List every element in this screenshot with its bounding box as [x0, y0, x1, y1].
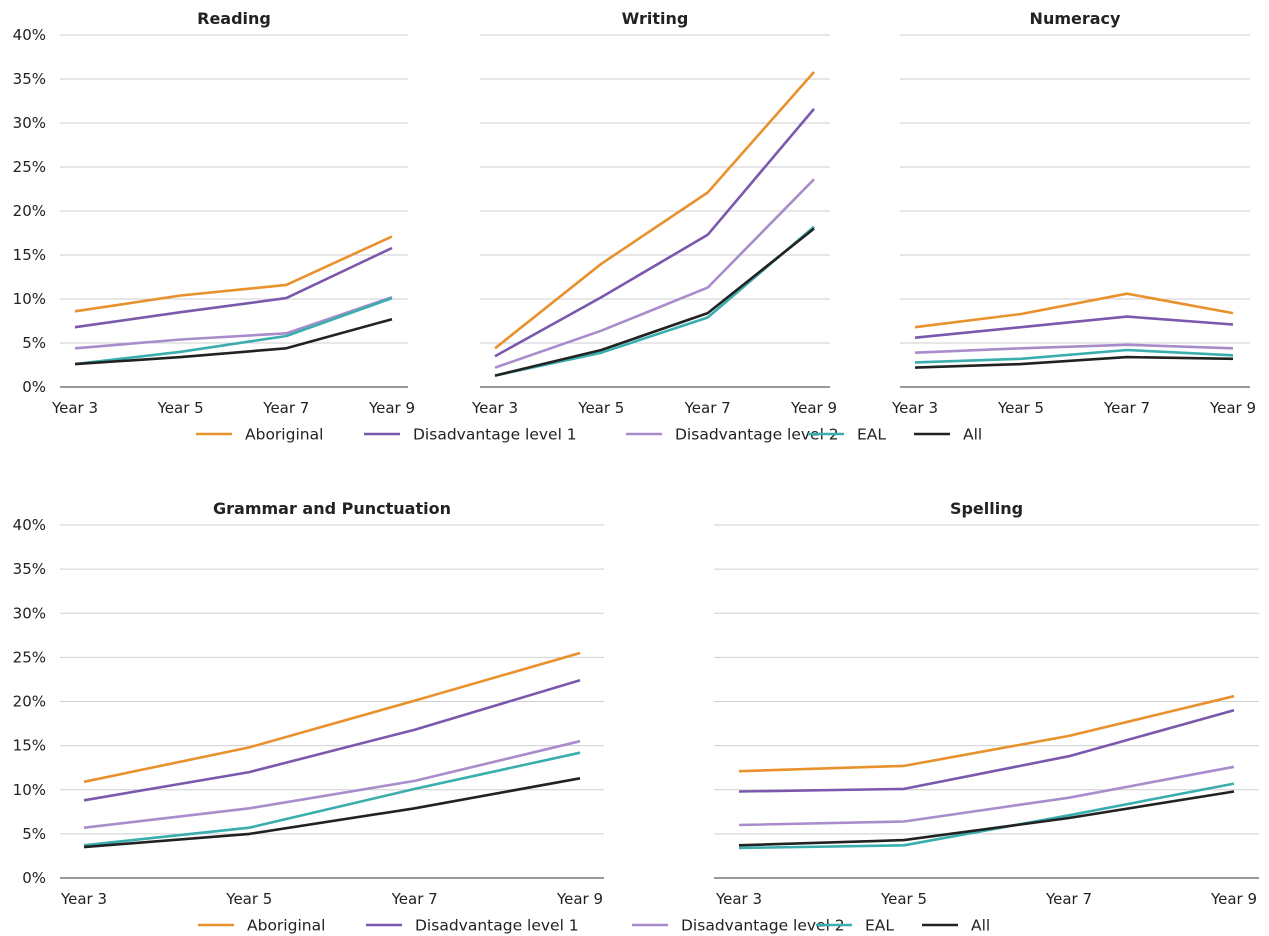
series-line-disadvantage-level-2: [74, 295, 393, 350]
x-tick-label: Year 3: [471, 399, 518, 417]
chart-panel-0: 0% 5% 10% 15% 20% 25% 30% 35% 40% Year 3 Year 5 Yea…: [13, 9, 415, 417]
y-tick-label: 10%: [13, 781, 46, 799]
y-tick-label: 0%: [22, 869, 46, 887]
x-tick-label: Year 5: [880, 890, 927, 908]
legend-label: EAL: [857, 426, 886, 444]
legend-label: Disadvantage level 2: [675, 426, 839, 444]
x-tick-label: Year 5: [577, 399, 624, 417]
chart-title: Grammar and Punctuation: [213, 499, 451, 518]
legend-label: EAL: [865, 917, 894, 935]
x-tick-label: Year 9: [368, 399, 415, 417]
y-tick-label: 25%: [13, 648, 46, 666]
x-tick-label: Year 5: [225, 890, 272, 908]
x-tick-label: Year 9: [790, 399, 837, 417]
series-line-all: [914, 355, 1234, 369]
chart-panel-4: Year 3 Year 5 Year 7 Year 9 Spelling: [714, 499, 1259, 908]
series-line-all: [83, 777, 581, 849]
series-line-aboriginal: [494, 71, 815, 350]
x-tick-label: Year 7: [262, 399, 309, 417]
legend-label: Aboriginal: [247, 917, 325, 935]
x-tick-label: Year 9: [1210, 890, 1257, 908]
y-tick-label: 35%: [13, 70, 46, 88]
series-line-disadvantage-level-1: [74, 246, 393, 329]
series-line-disadvantage-level-2: [914, 343, 1234, 354]
y-tick-label: 40%: [13, 26, 46, 44]
x-tick-label: Year 3: [51, 399, 98, 417]
legend-label: Disadvantage level 1: [413, 426, 577, 444]
series-line-all: [738, 790, 1235, 847]
legend-label: Aboriginal: [245, 426, 323, 444]
legend-label: Disadvantage level 1: [415, 917, 579, 935]
y-tick-label: 30%: [13, 114, 46, 132]
series-line-aboriginal: [738, 694, 1235, 773]
series-line-disadvantage-level-1: [83, 679, 581, 802]
y-tick-label: 5%: [22, 825, 46, 843]
y-tick-label: 30%: [13, 604, 46, 622]
series-line-aboriginal: [74, 235, 393, 313]
y-tick-label: 15%: [13, 246, 46, 264]
series-line-eal: [494, 225, 815, 377]
x-tick-label: Year 9: [1209, 399, 1256, 417]
x-tick-label: Year 7: [684, 399, 731, 417]
y-tick-label: 25%: [13, 158, 46, 176]
x-tick-label: Year 7: [391, 890, 438, 908]
series-line-aboriginal: [914, 292, 1234, 329]
y-tick-label: 20%: [13, 202, 46, 220]
y-tick-label: 5%: [22, 334, 46, 352]
x-tick-label: Year 3: [715, 890, 762, 908]
chart-panel-3: 0% 5% 10% 15% 20% 25% 30% 35% 40% Year 3 Year 5 Yea…: [13, 499, 604, 908]
series-line-eal: [914, 348, 1234, 364]
series-line-all: [74, 317, 393, 366]
legend-label: All: [971, 917, 990, 935]
legend-label: All: [963, 426, 982, 444]
series-line-disadvantage-level-1: [738, 709, 1235, 793]
x-tick-label: Year 3: [60, 890, 107, 908]
y-tick-label: 15%: [13, 737, 46, 755]
x-tick-label: Year 5: [157, 399, 204, 417]
series-line-disadvantage-level-1: [914, 315, 1234, 339]
legend-1: Aboriginal Disadvantage level 1 Disadvanta…: [198, 917, 990, 935]
legend-label: Disadvantage level 2: [681, 917, 845, 935]
chart-title: Spelling: [950, 499, 1023, 518]
x-tick-label: Year 7: [1103, 399, 1150, 417]
y-tick-label: 10%: [13, 290, 46, 308]
series-line-disadvantage-level-2: [494, 178, 815, 369]
chart-panel-2: Year 3 Year 5 Year 7 Year 9 Numeracy: [891, 9, 1256, 417]
series-line-eal: [74, 296, 393, 366]
series-line-disadvantage-level-1: [494, 108, 815, 358]
y-tick-label: 20%: [13, 693, 46, 711]
y-tick-label: 40%: [13, 516, 46, 534]
x-tick-label: Year 7: [1045, 890, 1092, 908]
series-line-aboriginal: [83, 651, 581, 784]
x-tick-label: Year 9: [556, 890, 603, 908]
legend-0: Aboriginal Disadvantage level 1 Disadvanta…: [196, 426, 982, 444]
chart-panel-1: Year 3 Year 5 Year 7 Year 9 Writing: [471, 9, 837, 417]
series-line-eal: [83, 751, 581, 847]
y-tick-label: 35%: [13, 560, 46, 578]
series-line-disadvantage-level-2: [738, 765, 1235, 827]
chart-title: Numeracy: [1030, 9, 1121, 28]
series-line-all: [494, 227, 815, 377]
y-tick-label: 0%: [22, 378, 46, 396]
chart-title: Reading: [197, 9, 271, 28]
x-tick-label: Year 5: [997, 399, 1044, 417]
x-tick-label: Year 3: [891, 399, 938, 417]
chart-title: Writing: [622, 9, 689, 28]
series-line-eal: [738, 782, 1235, 850]
series-line-disadvantage-level-2: [83, 739, 581, 829]
